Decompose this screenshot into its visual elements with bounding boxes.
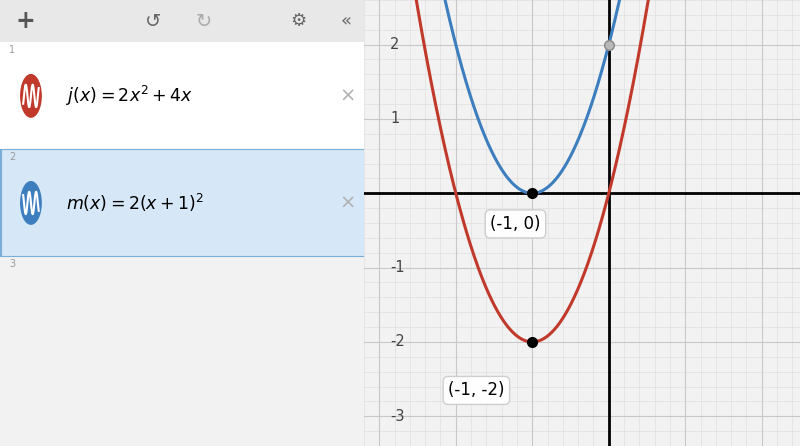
Text: ×: ×	[339, 87, 356, 105]
Text: +: +	[16, 9, 35, 33]
FancyBboxPatch shape	[0, 42, 364, 149]
Text: (-1, -2): (-1, -2)	[448, 381, 505, 400]
Text: 1: 1	[9, 45, 15, 54]
Polygon shape	[21, 182, 41, 224]
Text: 1: 1	[390, 112, 399, 126]
Text: ⚙: ⚙	[290, 12, 306, 30]
Text: -3: -3	[390, 409, 405, 424]
Text: $m(x) = 2(x+1)^2$: $m(x) = 2(x+1)^2$	[66, 192, 203, 214]
Text: 2: 2	[390, 37, 399, 52]
FancyBboxPatch shape	[0, 0, 364, 42]
Text: -2: -2	[390, 334, 405, 349]
Text: $j(x) = 2x^2 + 4x$: $j(x) = 2x^2 + 4x$	[66, 84, 193, 108]
Text: ↻: ↻	[196, 12, 212, 31]
Text: ↺: ↺	[145, 12, 161, 31]
Text: 2: 2	[9, 152, 15, 161]
Polygon shape	[21, 74, 41, 117]
Text: 3: 3	[9, 259, 15, 268]
Text: ×: ×	[339, 194, 356, 212]
FancyBboxPatch shape	[0, 149, 364, 256]
Text: «: «	[340, 12, 351, 30]
Text: -1: -1	[390, 260, 405, 275]
Text: (-1, 0): (-1, 0)	[490, 215, 541, 233]
